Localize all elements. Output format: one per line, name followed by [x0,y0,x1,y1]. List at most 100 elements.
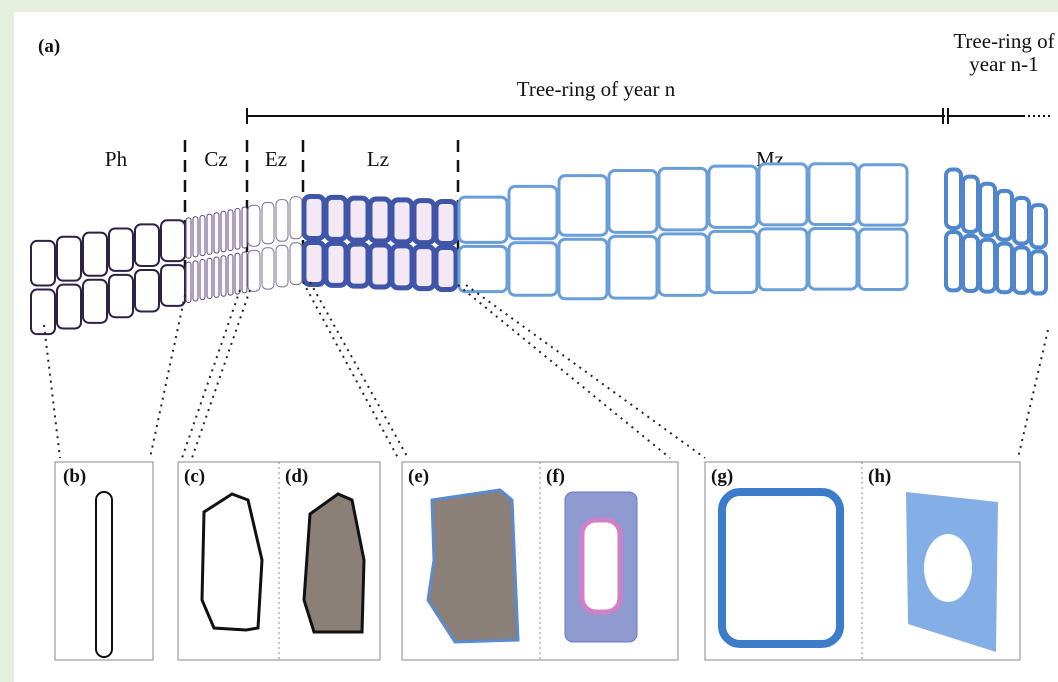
cell [459,197,507,242]
cell-f-lumen [582,520,620,612]
cell [609,171,657,233]
cell [759,164,807,225]
cell [221,211,226,251]
cell [193,261,198,301]
cell [262,248,274,289]
ring-label: Tree-ring of [953,29,1054,53]
cell [326,197,346,239]
subpanel-label: (h) [868,466,891,487]
cell [248,250,260,291]
cell [436,201,456,243]
cell [709,231,757,292]
cell [963,236,978,291]
cell [859,229,907,289]
cell [809,164,857,225]
cell [348,244,368,286]
cell [200,216,205,256]
cell-e [428,490,518,642]
cell [135,224,159,266]
cell [980,240,995,292]
cell [31,241,55,286]
cell [348,198,368,240]
cell [304,197,324,239]
cell [276,245,288,287]
cell [276,200,288,242]
subpanel-frames [55,462,1020,660]
cell [759,229,807,290]
cell [135,270,159,312]
cell [235,253,240,294]
zone-label: Ph [105,147,128,171]
cell [228,255,233,296]
cell [709,166,757,227]
cell [304,243,324,285]
zone-label: Ez [265,147,287,171]
cell [997,244,1012,293]
cell-h-lumen [924,534,972,602]
cell [370,245,390,287]
cell [242,252,247,293]
cell [559,176,607,236]
subpanel-label: (c) [184,466,205,487]
cell [659,234,707,296]
cell [1014,247,1029,292]
figure: (a) Tree-ring of year n Tree-ring of yea… [0,0,1058,682]
subpanel-label: (f) [546,466,565,487]
cell [1031,205,1046,247]
zone-label: Cz [204,147,227,171]
subpanel-label: (e) [408,466,429,487]
cell [963,177,978,232]
subpanel-label: (b) [63,466,86,487]
ring-label: Tree-ring of year n [517,77,676,101]
cell-d [304,494,364,632]
cell [436,247,456,289]
cell [392,200,412,242]
cell [559,239,607,299]
cell [200,260,205,300]
cell [248,205,260,246]
cell [109,229,133,271]
cell [235,209,240,250]
cell [262,202,274,243]
cell [809,228,857,289]
cell [414,201,434,243]
cell [109,275,133,317]
cell [83,280,107,323]
cell [57,285,81,329]
cell [509,186,557,238]
cell [161,265,185,306]
cell [659,168,707,230]
cell [221,256,226,296]
cell-g [722,492,840,644]
zone-label: Lz [367,147,389,171]
cell [980,184,995,236]
cell [242,207,247,248]
cell [859,165,907,225]
cell [946,232,961,290]
cell [186,218,191,258]
cell [997,191,1012,240]
cell [414,247,434,289]
cell [326,243,346,285]
cell [207,258,212,298]
ring-label: year n-1 [969,52,1038,76]
cell [946,170,961,228]
cell [228,210,233,251]
cell [214,257,219,297]
panel-label: (a) [38,36,60,57]
cell-b [96,492,112,657]
cell [31,290,55,335]
cell [193,217,198,257]
cell [186,262,191,302]
cell [57,237,81,281]
cell [290,197,302,239]
cell [214,213,219,253]
cell [83,233,107,276]
subpanel-label: (d) [285,466,308,487]
cell [161,220,185,261]
cell [290,243,302,285]
cell [207,214,212,254]
cell [1031,251,1046,293]
cell [1014,198,1029,243]
cell [370,199,390,241]
